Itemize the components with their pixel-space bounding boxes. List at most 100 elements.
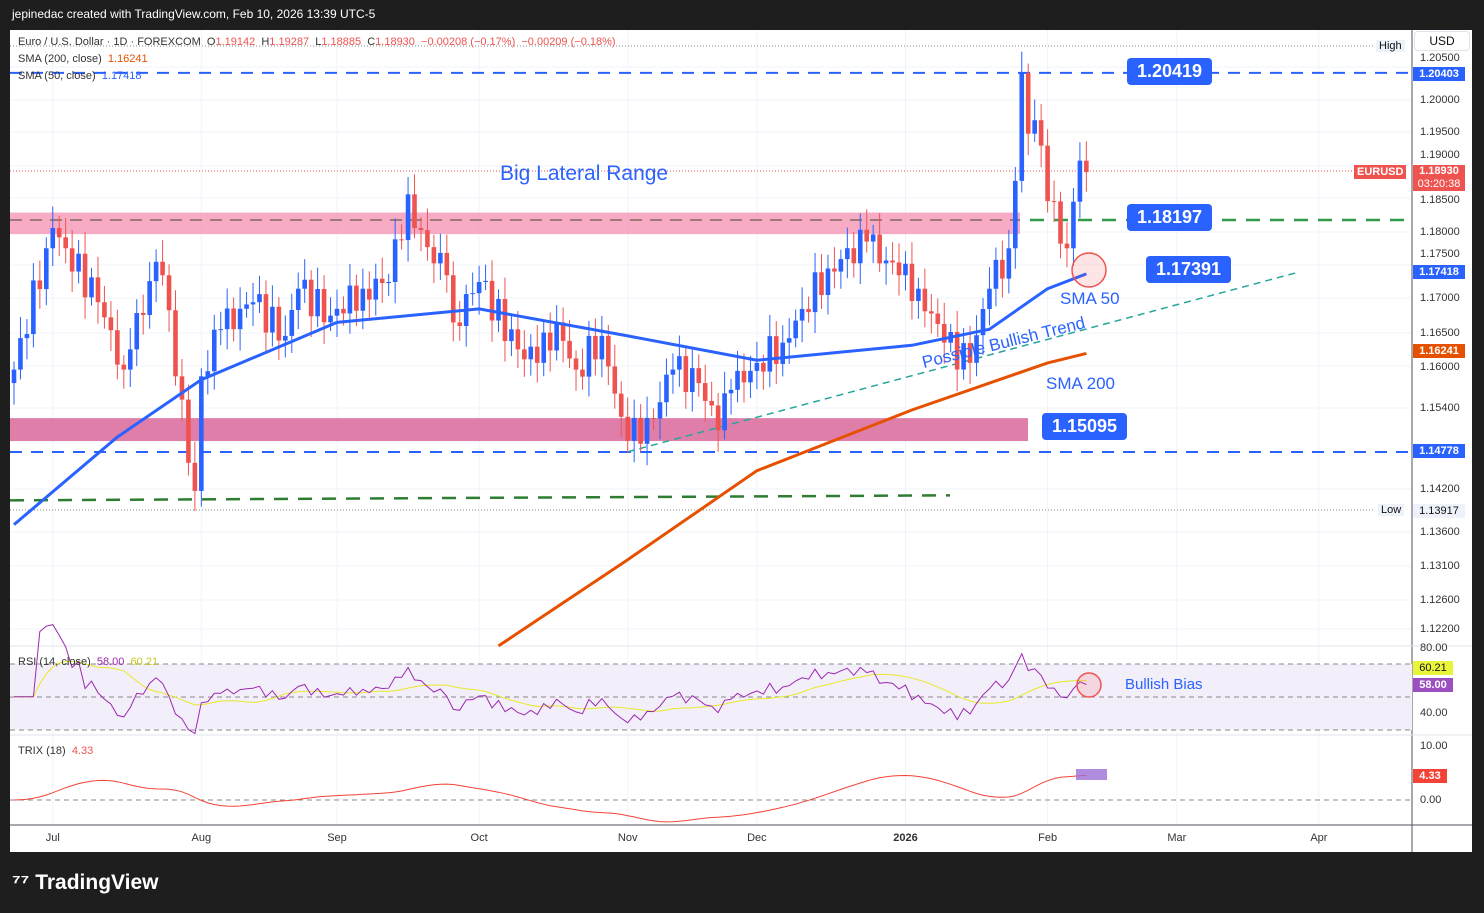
trix-tick: 10.00 xyxy=(1420,740,1448,752)
candle-body xyxy=(812,272,818,313)
candle-body xyxy=(780,342,786,364)
time-tick: Aug xyxy=(191,832,212,844)
candle-body xyxy=(870,234,876,242)
upper-range-zone xyxy=(10,212,1020,235)
level-1-17391[interactable]: 1.17391 xyxy=(1146,256,1232,283)
price-tick: 1.13100 xyxy=(1420,560,1460,572)
candle-body xyxy=(993,259,999,289)
price-tick: 1.19000 xyxy=(1420,149,1460,161)
candle-body xyxy=(838,259,844,272)
candle-body xyxy=(987,288,992,310)
candle-body xyxy=(341,308,346,314)
legend-rsi[interactable]: RSI (14, close) 58.00 60.21 xyxy=(18,656,158,668)
price-tick: 1.16500 xyxy=(1420,327,1460,339)
candle-body xyxy=(379,278,385,284)
time-tick: Dec xyxy=(747,832,767,844)
level-1-20419[interactable]: 1.20419 xyxy=(1127,58,1213,85)
candle-body xyxy=(1084,160,1089,173)
c-label: C xyxy=(367,36,376,48)
support-line xyxy=(9,494,951,502)
candle-body xyxy=(793,320,798,339)
price-tick: 1.20000 xyxy=(1420,94,1460,106)
last-price: 1.18930 xyxy=(1419,165,1459,177)
candle-body xyxy=(735,370,740,390)
rsi-ma-line xyxy=(14,660,1087,712)
legend-sma50[interactable]: SMA (50, close) 1.17418 xyxy=(18,70,142,82)
candle-body xyxy=(851,248,857,264)
trix-label: TRIX (18) xyxy=(18,745,66,757)
candle-body xyxy=(44,248,49,290)
rsi-ma-tag: 60.21 xyxy=(1413,661,1453,675)
candle-body xyxy=(386,281,391,284)
bullish-bias-annotation[interactable]: Bullish Bias xyxy=(1125,676,1203,693)
candle-body xyxy=(1058,201,1063,244)
candle-body xyxy=(69,248,75,272)
candle-body xyxy=(438,252,443,264)
candle-body xyxy=(722,393,727,431)
candle-body xyxy=(211,329,217,372)
candle-body xyxy=(1006,248,1012,279)
candle-body xyxy=(903,263,908,276)
candle-body xyxy=(457,322,463,326)
candle-body xyxy=(664,374,669,403)
candle-body xyxy=(767,336,773,372)
candle-body xyxy=(160,261,165,276)
low-value: 1.18885 xyxy=(321,36,362,48)
candle-body xyxy=(502,298,508,342)
sma200-annotation[interactable]: SMA 200 xyxy=(1046,374,1115,393)
candle-body xyxy=(140,312,146,315)
candle-body xyxy=(412,194,417,229)
candle-body xyxy=(257,294,262,303)
legend-trix[interactable]: TRIX (18) 4.33 xyxy=(18,745,93,757)
candle-body xyxy=(832,268,837,272)
candle-body xyxy=(857,229,863,264)
candle-body xyxy=(677,356,682,370)
candle-body xyxy=(967,343,973,363)
candle-body xyxy=(89,277,94,298)
candle-body xyxy=(250,302,256,305)
candle-body xyxy=(121,364,127,370)
tradingview-logo[interactable]: ⁷⁷ TradingView xyxy=(12,871,159,895)
big-lateral-range-label[interactable]: Big Lateral Range xyxy=(500,162,669,185)
high-line-tag: 1.20403 xyxy=(1413,67,1465,81)
candle-body xyxy=(315,288,320,317)
currency-button[interactable]: USD xyxy=(1414,31,1470,51)
candle-body xyxy=(192,462,198,491)
open-value: 1.19142 xyxy=(215,36,256,48)
candle-body xyxy=(199,376,204,491)
candle-body xyxy=(935,313,941,324)
candle-body xyxy=(302,279,307,289)
candle-body xyxy=(560,322,566,341)
candle-body xyxy=(954,331,960,370)
candle-body xyxy=(845,248,850,260)
candle-body xyxy=(522,349,527,360)
level-1-18197[interactable]: 1.18197 xyxy=(1127,204,1213,231)
sma50-annotation[interactable]: SMA 50 xyxy=(1060,289,1120,308)
legend-sma200[interactable]: SMA (200, close) 1.16241 xyxy=(18,53,148,65)
candle-body xyxy=(683,356,689,393)
sma200-value: 1.16241 xyxy=(107,53,148,65)
candle-body xyxy=(218,329,224,331)
candle-body xyxy=(728,389,734,394)
rsi-value: 58.00 xyxy=(96,656,125,668)
candle-body xyxy=(1064,243,1070,249)
candle-body xyxy=(76,253,81,272)
candle-body xyxy=(528,346,534,360)
time-tick: Sep xyxy=(327,832,347,844)
time-tick: 2026 xyxy=(893,832,918,844)
candle-body xyxy=(786,338,792,343)
high-label: High xyxy=(1376,40,1405,52)
candle-body xyxy=(916,288,921,301)
highlight-circle xyxy=(1071,252,1107,288)
candle-body xyxy=(186,399,191,463)
candle-body xyxy=(670,369,676,375)
candle-body xyxy=(864,229,870,242)
symbol-name: Euro / U.S. Dollar · 1D · FOREXCOM xyxy=(18,36,201,48)
candle-body xyxy=(308,279,314,317)
level-1-15095[interactable]: 1.15095 xyxy=(1042,413,1128,440)
candle-body xyxy=(657,402,663,419)
legend-symbol: Euro / U.S. Dollar · 1D · FOREXCOM O1.19… xyxy=(18,36,616,48)
candle-body xyxy=(890,260,895,263)
candle-body xyxy=(37,280,43,290)
